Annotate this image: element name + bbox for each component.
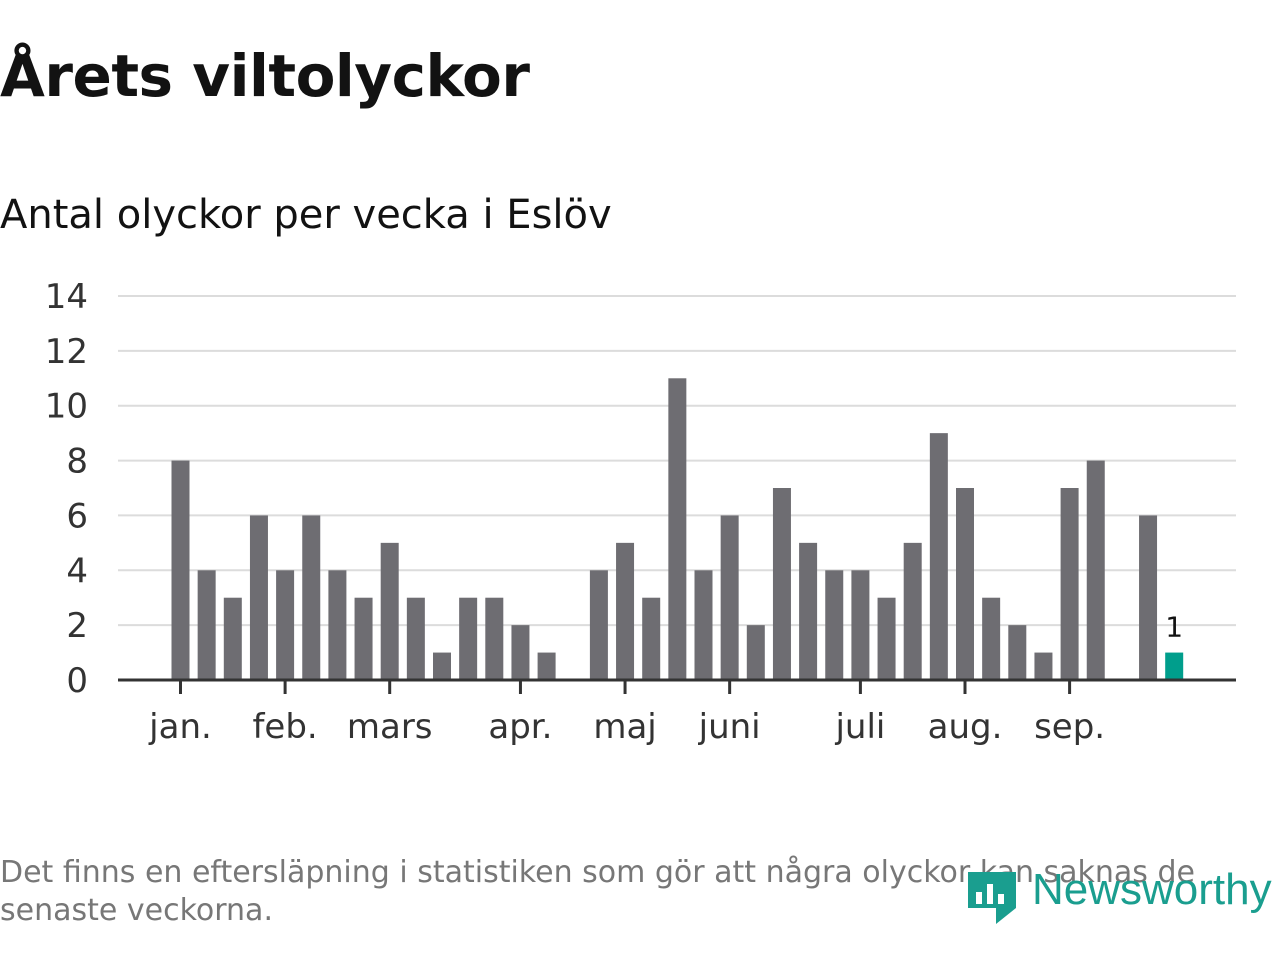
bar bbox=[511, 625, 530, 680]
x-tick-label: aug. bbox=[928, 707, 1003, 747]
bar-chart: 0 2 4 6 8 10 12 14 jan. feb. mars apr. maj juni juli a… bbox=[45, 277, 1236, 747]
newsworthy-logo-icon bbox=[968, 872, 1016, 924]
bar bbox=[537, 652, 556, 680]
y-tick-label: 12 bbox=[45, 332, 88, 372]
y-tick-label: 4 bbox=[66, 551, 88, 591]
bar bbox=[380, 542, 399, 680]
y-tick-label: 10 bbox=[45, 387, 88, 427]
bar bbox=[406, 597, 425, 680]
bar bbox=[1086, 460, 1105, 680]
bar bbox=[851, 570, 870, 680]
bar bbox=[746, 625, 765, 680]
bar bbox=[328, 570, 347, 680]
x-tick-label: juni bbox=[698, 707, 761, 747]
bar bbox=[982, 597, 1001, 680]
bar bbox=[694, 570, 713, 680]
y-tick-label: 14 bbox=[45, 277, 88, 317]
y-tick-label: 0 bbox=[66, 661, 88, 701]
chart-title: Årets viltolyckor bbox=[0, 42, 530, 110]
bar bbox=[903, 542, 922, 680]
bar bbox=[772, 488, 791, 680]
bar bbox=[433, 652, 451, 680]
bar bbox=[668, 378, 687, 680]
bar bbox=[485, 597, 504, 680]
bar bbox=[1139, 515, 1158, 680]
x-tick-label: mars bbox=[347, 707, 433, 747]
bar bbox=[720, 515, 739, 680]
x-axis: jan. feb. mars apr. maj juni juli aug. sep. bbox=[118, 678, 1236, 747]
bar bbox=[616, 542, 635, 680]
data-label: 1 bbox=[1165, 611, 1183, 644]
bar bbox=[877, 597, 896, 680]
bar bbox=[825, 570, 844, 680]
data-labels: 1 bbox=[1165, 611, 1183, 644]
bar bbox=[956, 488, 974, 680]
y-tick-label: 6 bbox=[66, 496, 88, 536]
newsworthy-logo: Newsworthy bbox=[962, 862, 1280, 928]
y-tick-label: 2 bbox=[66, 606, 88, 646]
x-tick-label: juli bbox=[834, 707, 885, 747]
bar bbox=[799, 542, 818, 680]
bar-highlight bbox=[1165, 652, 1184, 680]
x-tick-label: sep. bbox=[1034, 707, 1105, 747]
bar bbox=[929, 433, 948, 680]
x-tick-label: feb. bbox=[252, 707, 317, 747]
x-tick-label: apr. bbox=[488, 707, 552, 747]
bar bbox=[1008, 625, 1027, 680]
bar bbox=[354, 597, 373, 680]
bar bbox=[276, 570, 295, 680]
x-tick-label: maj bbox=[593, 707, 656, 747]
bar bbox=[1034, 652, 1053, 680]
bar bbox=[589, 570, 608, 680]
bar bbox=[459, 597, 478, 680]
bar bbox=[302, 515, 321, 680]
newsworthy-logo-text: Newsworthy bbox=[1032, 865, 1272, 914]
bar bbox=[249, 515, 268, 680]
bar bbox=[223, 597, 242, 680]
y-tick-label: 8 bbox=[66, 442, 88, 482]
bar bbox=[1060, 488, 1079, 680]
bar bbox=[642, 597, 661, 680]
y-axis-ticks: 0 2 4 6 8 10 12 14 bbox=[45, 277, 88, 701]
x-tick-label: jan. bbox=[148, 707, 212, 747]
chart-subtitle: Antal olyckor per vecka i Eslöv bbox=[0, 192, 612, 238]
bar bbox=[171, 460, 190, 680]
bar bbox=[197, 570, 216, 680]
bars bbox=[171, 378, 1184, 680]
